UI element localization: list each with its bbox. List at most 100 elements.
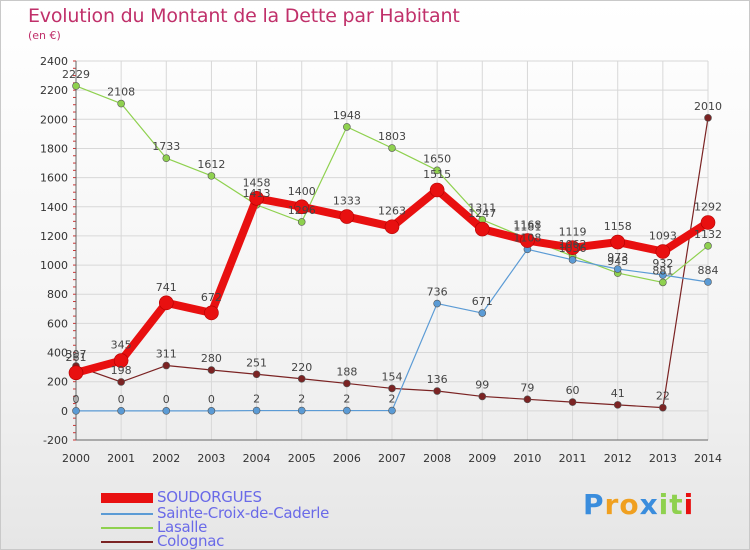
data-point (117, 378, 125, 386)
data-point (429, 182, 445, 198)
y-tick-label: 200 (47, 376, 68, 389)
data-point (339, 209, 355, 224)
data-label: 1132 (694, 228, 722, 241)
data-label: 345 (111, 339, 132, 352)
data-label: 1158 (604, 220, 632, 233)
series-lines (68, 82, 716, 415)
data-label: 0 (73, 393, 80, 406)
legend-swatch-colognac (101, 541, 153, 543)
data-point (613, 401, 622, 409)
x-tick-label: 2012 (604, 452, 632, 465)
data-point (478, 309, 487, 317)
data-label: 1036 (559, 242, 587, 255)
legend-swatch-lasalle (101, 527, 153, 529)
y-tick-label: 600 (47, 317, 68, 330)
data-label: 1803 (378, 130, 406, 143)
data-label: 2 (298, 393, 305, 406)
data-label: 672 (201, 291, 222, 304)
data-label: 736 (427, 286, 448, 299)
data-point (204, 305, 219, 321)
x-tick-label: 2006 (333, 452, 361, 465)
data-label: 1311 (468, 202, 496, 215)
data-label: 973 (607, 251, 628, 264)
data-label: 280 (201, 352, 222, 365)
data-point (700, 215, 716, 230)
data-point (388, 406, 396, 415)
y-tick-label: 2000 (40, 113, 68, 126)
data-label: 1119 (559, 226, 587, 239)
data-point (252, 370, 261, 379)
data-label: 945 (607, 255, 628, 268)
data-point (704, 278, 712, 286)
data-point (433, 166, 441, 175)
data-point (610, 234, 626, 250)
data-label: 1181 (513, 221, 541, 234)
data-label: 1413 (243, 187, 271, 200)
data-point (297, 218, 306, 226)
data-point (704, 114, 712, 122)
data-point (297, 406, 306, 415)
x-tick-label: 2013 (649, 452, 677, 465)
logo-letter: P (583, 488, 605, 521)
y-tick-label: 1200 (40, 230, 68, 243)
data-label: 2 (253, 393, 260, 406)
data-point (565, 240, 580, 256)
data-label: 0 (118, 393, 125, 406)
data-label: 41 (611, 387, 625, 400)
data-point (162, 361, 171, 370)
x-tick-label: 2011 (559, 452, 587, 465)
data-label: 671 (472, 295, 493, 308)
data-label: 1515 (423, 168, 451, 181)
data-label: 0 (208, 393, 215, 406)
data-point (72, 82, 80, 90)
data-label: 22 (656, 390, 670, 403)
data-label: 1062 (559, 238, 587, 251)
data-point (474, 221, 490, 237)
data-point (343, 406, 351, 415)
data-label: 884 (698, 264, 719, 277)
data-point (704, 242, 712, 250)
data-point (388, 144, 396, 152)
data-point (162, 407, 171, 415)
logo-letter: t (669, 488, 684, 521)
data-point (343, 379, 351, 388)
data-point (478, 392, 487, 401)
data-label: 136 (427, 373, 448, 386)
data-point (568, 256, 577, 264)
data-label: 881 (652, 264, 673, 277)
data-point (117, 99, 125, 108)
data-point (294, 199, 310, 215)
data-label: 188 (336, 365, 357, 378)
data-label: 198 (111, 364, 132, 377)
data-label: 220 (291, 361, 312, 374)
data-label: 1612 (197, 158, 225, 171)
y-tick-label: 1600 (40, 172, 68, 185)
data-point (520, 233, 535, 248)
logo-letter: i (658, 488, 670, 521)
axes: -200020040060080010001200140016001800200… (40, 55, 722, 465)
data-point (113, 353, 129, 368)
data-label: 2 (389, 393, 396, 406)
legend-label: Lasalle (157, 518, 208, 536)
data-label: 1093 (649, 230, 677, 243)
data-point (659, 278, 667, 287)
data-point (297, 374, 306, 383)
data-point (249, 191, 264, 206)
data-label: 741 (156, 281, 177, 294)
data-point (68, 365, 84, 381)
x-tick-label: 2004 (243, 452, 271, 465)
data-label: 251 (246, 356, 267, 369)
x-tick-label: 2000 (62, 452, 90, 465)
data-label: 1733 (152, 140, 180, 153)
data-point (659, 271, 667, 279)
y-tick-label: 400 (47, 347, 68, 360)
data-label: 261 (66, 351, 87, 364)
data-label: 307 (66, 348, 87, 361)
x-tick-label: 2002 (152, 452, 180, 465)
data-label: 2229 (62, 68, 90, 81)
x-tick-label: 2008 (423, 452, 451, 465)
y-tick-label: 0 (61, 405, 68, 418)
data-label: 1263 (378, 205, 406, 218)
data-point (117, 407, 125, 415)
